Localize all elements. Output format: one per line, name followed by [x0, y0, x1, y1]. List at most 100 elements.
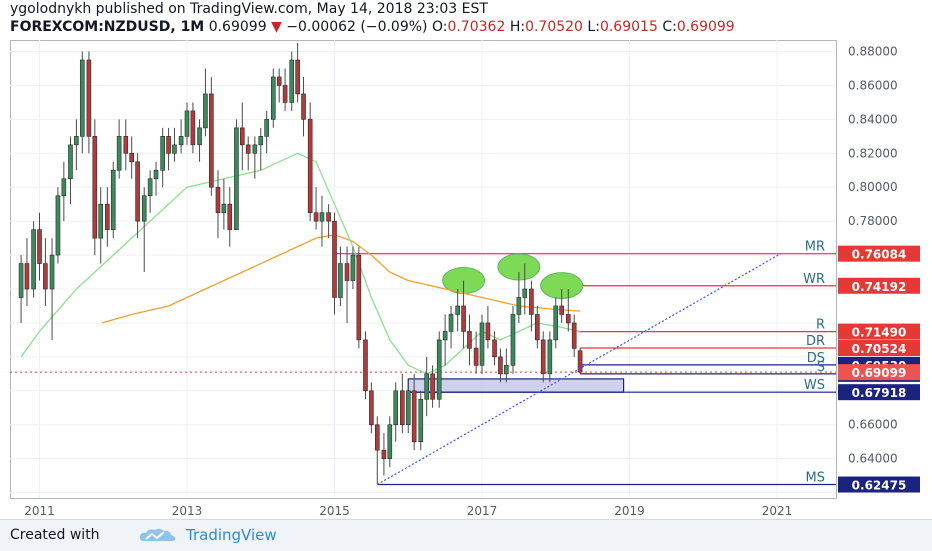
- candle-body[interactable]: [295, 59, 300, 95]
- candle-body[interactable]: [559, 305, 564, 315]
- candle-body[interactable]: [540, 339, 546, 375]
- candle-body[interactable]: [485, 322, 491, 341]
- candle-body[interactable]: [18, 263, 24, 298]
- candle-body[interactable]: [258, 136, 264, 146]
- candle-body[interactable]: [79, 59, 85, 137]
- candle-body[interactable]: [270, 76, 276, 120]
- candle-body[interactable]: [61, 178, 67, 197]
- chart-area[interactable]: MR 0.76084 WR 0.74192 R 0.71490 DR 0.70524 DS 0.6…: [10, 40, 922, 522]
- candle-body[interactable]: [565, 314, 571, 324]
- candle-body[interactable]: [227, 203, 233, 230]
- candle-body[interactable]: [160, 136, 165, 171]
- candle-body[interactable]: [105, 203, 110, 230]
- candle-body[interactable]: [516, 297, 522, 315]
- candle-body[interactable]: [411, 390, 417, 442]
- candle-body[interactable]: [448, 314, 454, 332]
- candle-body[interactable]: [147, 178, 153, 197]
- candle-body[interactable]: [424, 373, 429, 400]
- candle-body[interactable]: [221, 203, 227, 213]
- price-change: −0.00062 (−0.09%): [286, 19, 428, 35]
- candle-body[interactable]: [577, 350, 583, 373]
- candle-body[interactable]: [92, 136, 98, 239]
- candle-body[interactable]: [455, 305, 460, 315]
- candle-body[interactable]: [405, 390, 411, 426]
- candle-body[interactable]: [153, 169, 159, 180]
- candle-body[interactable]: [116, 136, 122, 171]
- candle-body[interactable]: [123, 136, 129, 154]
- candle-body[interactable]: [461, 305, 466, 332]
- candle-body[interactable]: [301, 93, 306, 120]
- candle-body[interactable]: [344, 263, 350, 281]
- candle-body[interactable]: [467, 331, 472, 349]
- candle-body[interactable]: [129, 153, 134, 163]
- candle-body[interactable]: [282, 85, 288, 103]
- candle-body[interactable]: [356, 254, 362, 341]
- candle-body[interactable]: [369, 390, 374, 426]
- candle-body[interactable]: [400, 390, 405, 426]
- candle-body[interactable]: [510, 314, 516, 366]
- candle-body[interactable]: [215, 186, 221, 213]
- candle-body[interactable]: [264, 119, 269, 137]
- price-tag-text-dr: 0.70524: [852, 342, 907, 356]
- candle-body[interactable]: [319, 212, 325, 222]
- candle-body[interactable]: [184, 110, 190, 137]
- candle-body[interactable]: [387, 424, 393, 459]
- candle-body[interactable]: [313, 212, 319, 222]
- price-chart[interactable]: MR 0.76084 WR 0.74192 R 0.71490 DR 0.70524 DS 0.6…: [10, 40, 922, 522]
- candle-body[interactable]: [252, 144, 258, 154]
- candle-body[interactable]: [234, 127, 239, 230]
- candle-body[interactable]: [535, 314, 540, 341]
- candle-body[interactable]: [86, 59, 92, 137]
- candle-body[interactable]: [178, 136, 184, 146]
- candle-body[interactable]: [418, 398, 424, 442]
- tradingview-brand[interactable]: TradingView: [186, 526, 277, 544]
- candle-body[interactable]: [338, 263, 343, 298]
- candle-body[interactable]: [43, 263, 48, 290]
- candle-body[interactable]: [492, 339, 497, 358]
- candle-body[interactable]: [381, 449, 387, 459]
- candle-body[interactable]: [209, 93, 214, 188]
- candle-body[interactable]: [172, 144, 177, 154]
- tradingview-cloud-icon[interactable]: [138, 527, 178, 543]
- candle-body[interactable]: [479, 322, 485, 366]
- candle-body[interactable]: [289, 59, 295, 103]
- candle-body[interactable]: [49, 254, 55, 290]
- candle-body[interactable]: [24, 263, 30, 290]
- candle-body[interactable]: [240, 127, 245, 146]
- candle-body[interactable]: [363, 339, 368, 392]
- candle-body[interactable]: [529, 288, 534, 315]
- candle-body[interactable]: [374, 424, 380, 451]
- candle-body[interactable]: [55, 195, 61, 256]
- candle-body[interactable]: [166, 136, 171, 154]
- candle-body[interactable]: [504, 365, 509, 375]
- candle-body[interactable]: [37, 229, 42, 264]
- candle-body[interactable]: [571, 322, 577, 349]
- candle-body[interactable]: [245, 144, 251, 154]
- author-name[interactable]: ygolodnykh: [10, 1, 92, 17]
- close-value: 0.69099: [676, 19, 735, 35]
- candle-body[interactable]: [547, 339, 553, 375]
- candle-body[interactable]: [68, 144, 73, 180]
- candle-body[interactable]: [141, 195, 147, 222]
- candle-body[interactable]: [190, 110, 196, 146]
- candle-body[interactable]: [31, 229, 36, 290]
- candle-body[interactable]: [436, 339, 442, 400]
- candle-body[interactable]: [98, 203, 104, 239]
- candle-body[interactable]: [276, 76, 282, 86]
- candle-body[interactable]: [442, 331, 448, 341]
- candle-body[interactable]: [473, 348, 479, 366]
- candle-body[interactable]: [197, 127, 202, 146]
- candle-body[interactable]: [332, 220, 337, 298]
- candle-body[interactable]: [350, 254, 356, 281]
- candle-body[interactable]: [110, 169, 116, 230]
- candle-body[interactable]: [430, 373, 435, 400]
- candle-body[interactable]: [393, 390, 399, 426]
- candle-body[interactable]: [135, 161, 140, 222]
- candle-body[interactable]: [307, 119, 313, 213]
- candle-body[interactable]: [522, 288, 528, 298]
- candle-body[interactable]: [326, 212, 331, 222]
- candle-body[interactable]: [74, 136, 79, 146]
- candle-body[interactable]: [553, 305, 559, 341]
- candle-body[interactable]: [203, 93, 208, 129]
- candle-body[interactable]: [498, 356, 503, 375]
